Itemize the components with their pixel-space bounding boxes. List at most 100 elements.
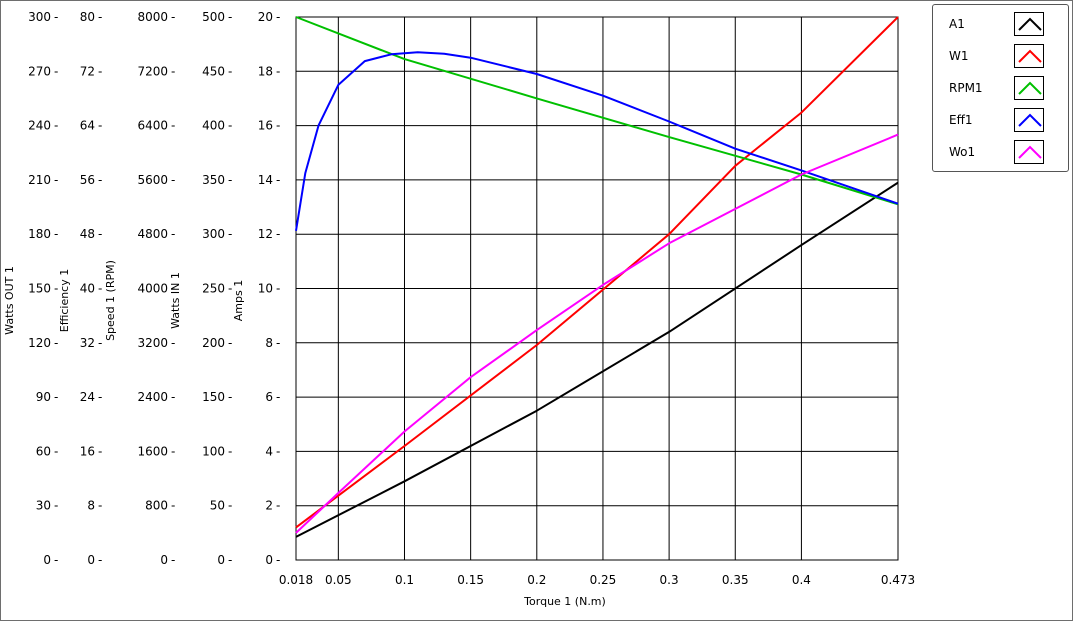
y-axis-efficiency: 0 -8 -16 -24 -32 -40 -48 -56 -64 -72 -80 -Efficienc… — [58, 10, 102, 567]
y-tick-mark: - — [98, 64, 102, 78]
y-tick-label: 56 — [80, 173, 95, 187]
y-tick-mark: - — [54, 10, 58, 24]
y-tick-label: 0 — [87, 553, 95, 567]
y-tick-label: 4800 — [137, 227, 168, 241]
y-tick-mark: - — [276, 10, 280, 24]
y-tick-mark: - — [276, 553, 280, 567]
y-tick-mark: - — [276, 64, 280, 78]
y-axis-title: Watts OUT 1 — [3, 266, 16, 335]
y-axis-title: Speed 1 (RPM) — [104, 260, 117, 341]
legend-item-rpm1[interactable]: RPM1 — [933, 73, 1070, 105]
y-tick-mark: - — [54, 390, 58, 404]
y-tick-mark: - — [276, 499, 280, 513]
y-tick-label: 12 — [258, 227, 273, 241]
legend-label: RPM1 — [949, 81, 983, 95]
legend-label: Wo1 — [949, 145, 976, 159]
x-tick-label: 0.3 — [660, 573, 679, 587]
y-tick-label: 4 — [265, 444, 273, 458]
legend-item-wo1[interactable]: Wo1 — [933, 137, 1070, 169]
y-axis-watts_out: 0 -30 -60 -90 -120 -150 -180 -210 -240 -270 -300 -W… — [3, 10, 58, 567]
y-tick-label: 72 — [80, 64, 95, 78]
y-tick-label: 90 — [36, 390, 51, 404]
legend-item-eff1[interactable]: Eff1 — [933, 105, 1070, 137]
y-tick-mark: - — [54, 227, 58, 241]
y-tick-label: 0 — [43, 553, 51, 567]
legend-swatch-rpm1 — [1014, 76, 1044, 100]
y-tick-mark: - — [98, 227, 102, 241]
x-tick-label: 0.4 — [792, 573, 811, 587]
y-tick-label: 24 — [80, 390, 95, 404]
y-tick-mark: - — [98, 553, 102, 567]
y-tick-label: 6 — [265, 390, 273, 404]
y-tick-label: 150 — [28, 282, 51, 296]
y-tick-mark: - — [54, 499, 58, 513]
y-tick-mark: - — [98, 499, 102, 513]
y-axis-speed: 0 -800 -1600 -2400 -3200 -4000 -4800 -5600 -6400… — [104, 10, 175, 567]
y-tick-mark: - — [54, 282, 58, 296]
y-tick-mark: - — [228, 227, 232, 241]
y-tick-mark: - — [54, 553, 58, 567]
y-tick-label: 48 — [80, 227, 95, 241]
y-tick-mark: - — [98, 119, 102, 133]
x-tick-label: 0.473 — [881, 573, 915, 587]
y-tick-label: 60 — [36, 444, 51, 458]
y-tick-label: 500 — [202, 10, 225, 24]
y-tick-mark: - — [228, 444, 232, 458]
y-tick-label: 2400 — [137, 390, 168, 404]
y-tick-label: 7200 — [137, 64, 168, 78]
y-tick-mark: - — [171, 499, 175, 513]
x-tick-label: 0.018 — [279, 573, 313, 587]
y-tick-mark: - — [54, 119, 58, 133]
y-tick-label: 40 — [80, 282, 95, 296]
y-tick-label: 16 — [80, 444, 95, 458]
y-tick-mark: - — [228, 10, 232, 24]
x-axis: 0.018 0.05 0.1 0.15 0.2 0.25 0.3 0.35 0.4 0.473 To… — [279, 573, 915, 608]
x-tick-label: 0.35 — [722, 573, 749, 587]
y-tick-label: 300 — [202, 227, 225, 241]
series-line-a1 — [295, 181, 899, 538]
y-tick-label: 16 — [258, 119, 273, 133]
y-tick-label: 10 — [258, 282, 273, 296]
y-tick-mark: - — [276, 227, 280, 241]
y-tick-label: 14 — [258, 173, 273, 187]
y-tick-mark: - — [171, 173, 175, 187]
y-tick-mark: - — [171, 10, 175, 24]
y-axis-title: Amps 1 — [232, 280, 245, 321]
y-tick-mark: - — [98, 10, 102, 24]
y-tick-label: 18 — [258, 64, 273, 78]
x-tick-label: 0.1 — [395, 573, 414, 587]
y-tick-label: 250 — [202, 282, 225, 296]
series-line-rpm1 — [295, 16, 899, 206]
y-tick-label: 8 — [265, 336, 273, 350]
y-tick-mark: - — [228, 173, 232, 187]
y-axis-amps: 0 -2 -4 -6 -8 -10 -12 -14 -16 -18 -20 -Amps 1 — [232, 10, 280, 567]
y-tick-label: 1600 — [137, 444, 168, 458]
legend-item-w1[interactable]: W1 — [933, 41, 1070, 73]
y-tick-label: 2 — [265, 499, 273, 513]
y-tick-mark: - — [54, 173, 58, 187]
y-tick-label: 0 — [217, 553, 225, 567]
legend-item-a1[interactable]: A1 — [933, 9, 1070, 41]
y-tick-mark: - — [98, 444, 102, 458]
y-tick-label: 5600 — [137, 173, 168, 187]
y-tick-mark: - — [171, 553, 175, 567]
y-tick-label: 800 — [145, 499, 168, 513]
x-tick-label: 0.2 — [527, 573, 546, 587]
y-tick-mark: - — [171, 64, 175, 78]
y-tick-mark: - — [171, 336, 175, 350]
y-tick-label: 120 — [28, 336, 51, 350]
y-tick-label: 240 — [28, 119, 51, 133]
y-tick-mark: - — [276, 444, 280, 458]
legend-label: A1 — [949, 17, 965, 31]
plot-border — [295, 16, 899, 561]
y-tick-mark: - — [171, 227, 175, 241]
y-tick-mark: - — [228, 336, 232, 350]
y-tick-label: 300 — [28, 10, 51, 24]
y-tick-label: 0 — [265, 553, 273, 567]
y-tick-mark: - — [171, 282, 175, 296]
y-axis-title: Watts IN 1 — [169, 272, 182, 329]
y-tick-label: 400 — [202, 119, 225, 133]
legend-label: Eff1 — [949, 113, 973, 127]
y-tick-mark: - — [54, 444, 58, 458]
y-tick-label: 8 — [87, 499, 95, 513]
